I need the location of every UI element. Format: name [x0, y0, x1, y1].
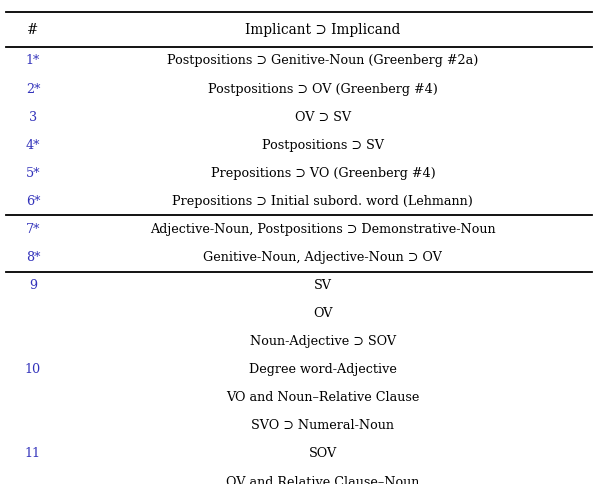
Text: 6*: 6*: [26, 195, 40, 208]
Text: 5*: 5*: [26, 167, 40, 180]
Text: 2*: 2*: [26, 83, 40, 95]
Text: SVO ⊃ Numeral-Noun: SVO ⊃ Numeral-Noun: [251, 420, 395, 432]
Text: VO and Noun–Relative Clause: VO and Noun–Relative Clause: [226, 392, 420, 404]
Text: 4*: 4*: [26, 139, 40, 151]
Text: Postpositions ⊃ Genitive-Noun (Greenberg #2a): Postpositions ⊃ Genitive-Noun (Greenberg…: [167, 55, 478, 67]
Text: 7*: 7*: [26, 223, 40, 236]
Text: 10: 10: [25, 363, 41, 376]
Text: Adjective-Noun, Postpositions ⊃ Demonstrative-Noun: Adjective-Noun, Postpositions ⊃ Demonstr…: [150, 223, 496, 236]
Text: 1*: 1*: [26, 55, 40, 67]
Text: Prepositions ⊃ VO (Greenberg #4): Prepositions ⊃ VO (Greenberg #4): [210, 167, 435, 180]
Text: Implicant ⊃ Implicand: Implicant ⊃ Implicand: [245, 23, 401, 36]
Text: Prepositions ⊃ Initial subord. word (Lehmann): Prepositions ⊃ Initial subord. word (Leh…: [172, 195, 474, 208]
Text: Postpositions ⊃ OV (Greenberg #4): Postpositions ⊃ OV (Greenberg #4): [208, 83, 438, 95]
Text: SV: SV: [314, 279, 332, 292]
Text: Noun-Adjective ⊃ SOV: Noun-Adjective ⊃ SOV: [250, 335, 396, 348]
Text: 8*: 8*: [26, 251, 40, 264]
Text: SOV: SOV: [309, 448, 337, 460]
Text: OV ⊃ SV: OV ⊃ SV: [295, 111, 351, 123]
Text: Postpositions ⊃ SV: Postpositions ⊃ SV: [262, 139, 384, 151]
Text: 11: 11: [25, 448, 41, 460]
Text: 3: 3: [29, 111, 37, 123]
Text: #: #: [28, 23, 38, 36]
Text: OV and Relative Clause–Noun: OV and Relative Clause–Noun: [226, 476, 420, 484]
Text: OV: OV: [313, 307, 332, 320]
Text: Genitive-Noun, Adjective-Noun ⊃ OV: Genitive-Noun, Adjective-Noun ⊃ OV: [203, 251, 443, 264]
Text: 9: 9: [29, 279, 37, 292]
Text: Degree word-Adjective: Degree word-Adjective: [249, 363, 397, 376]
